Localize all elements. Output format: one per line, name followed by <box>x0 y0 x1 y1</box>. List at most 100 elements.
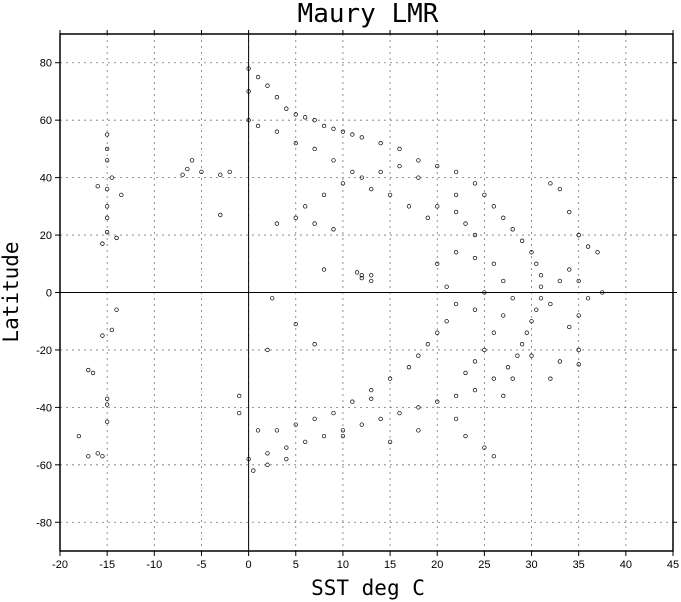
zero-lines <box>60 34 673 551</box>
data-point <box>416 353 421 358</box>
data-point <box>491 330 496 335</box>
data-point <box>86 367 91 373</box>
data-point <box>378 140 383 146</box>
data-point <box>105 146 110 152</box>
x-tick-label: 20 <box>431 559 443 571</box>
y-tick-label: 40 <box>40 173 52 185</box>
data-point <box>105 204 110 209</box>
data-point <box>303 439 308 445</box>
data-point <box>576 232 581 238</box>
data-point <box>303 115 308 120</box>
data-point <box>482 192 487 197</box>
data-point <box>359 175 364 180</box>
data-point <box>463 221 468 226</box>
y-tick-label: 20 <box>40 230 52 242</box>
data-point <box>576 278 581 284</box>
x-tick-label: 30 <box>525 559 537 571</box>
x-axis-ticks: -20 -15 -10 -5 0 5 10 15 20 25 30 35 40 45 <box>52 30 679 571</box>
data-point <box>303 204 308 209</box>
data-point <box>387 439 393 445</box>
data-point <box>255 74 261 80</box>
data-point <box>453 301 459 307</box>
data-point <box>534 261 539 266</box>
data-point <box>100 241 105 246</box>
data-point <box>538 273 544 278</box>
data-point <box>246 456 251 462</box>
data-point <box>105 419 110 424</box>
data-point <box>387 192 393 197</box>
data-point <box>90 370 96 376</box>
data-point <box>453 416 459 422</box>
data-point <box>463 433 468 439</box>
data-point <box>463 370 468 376</box>
data-point <box>435 261 440 266</box>
data-point <box>472 388 478 393</box>
data-point <box>246 66 251 71</box>
data-point <box>548 376 553 381</box>
data-point <box>519 342 525 347</box>
data-point <box>453 209 459 215</box>
data-point <box>585 296 591 301</box>
data-point <box>378 169 383 175</box>
data-point <box>369 396 374 401</box>
data-point <box>435 330 440 335</box>
data-point <box>109 327 115 332</box>
y-axis-ticks: -80 -60 -40 -20 0 20 40 60 80 <box>36 58 677 529</box>
data-point <box>472 307 478 312</box>
data-point <box>321 192 327 197</box>
data-point <box>453 192 459 197</box>
data-point <box>265 83 270 88</box>
data-point <box>406 204 412 209</box>
data-point <box>199 169 204 175</box>
data-point <box>265 451 270 456</box>
data-point <box>505 365 511 370</box>
data-point <box>416 158 421 163</box>
data-point <box>510 376 515 381</box>
data-point <box>472 232 478 238</box>
data-point <box>95 184 100 189</box>
data-point <box>105 158 110 163</box>
data-point <box>274 129 280 134</box>
data-point <box>109 175 115 180</box>
data-point <box>312 416 317 422</box>
data-point <box>321 433 327 439</box>
data-point <box>529 319 534 324</box>
data-point <box>331 410 336 416</box>
data-point <box>293 215 298 220</box>
data-point <box>472 359 478 364</box>
data-point <box>482 347 487 353</box>
data-point <box>255 428 261 433</box>
x-tick-label: 10 <box>337 559 349 571</box>
data-point <box>397 410 402 416</box>
y-axis-label: Latitude <box>0 241 23 342</box>
data-point <box>350 399 355 404</box>
data-point <box>600 290 605 295</box>
data-point <box>312 146 317 152</box>
data-point <box>397 163 402 169</box>
y-tick-label: 0 <box>46 288 52 300</box>
data-point <box>425 342 430 347</box>
data-point <box>284 445 289 450</box>
y-tick-label: -20 <box>36 345 52 357</box>
data-point <box>491 454 496 459</box>
x-tick-label: 5 <box>293 559 299 571</box>
data-point <box>387 376 393 381</box>
data-point <box>548 301 553 307</box>
data-point <box>595 250 600 255</box>
data-point <box>100 454 105 459</box>
data-point <box>557 278 562 284</box>
data-point <box>246 118 251 123</box>
data-point <box>524 330 529 335</box>
data-point <box>567 209 572 215</box>
data-point <box>529 353 534 358</box>
data-point <box>444 284 449 289</box>
data-point <box>119 192 124 197</box>
data-point <box>369 273 374 278</box>
data-point <box>105 396 110 401</box>
data-point <box>359 275 364 281</box>
data-point <box>246 89 251 94</box>
data-point <box>359 135 364 140</box>
data-point <box>284 456 289 462</box>
data-point <box>105 215 110 220</box>
